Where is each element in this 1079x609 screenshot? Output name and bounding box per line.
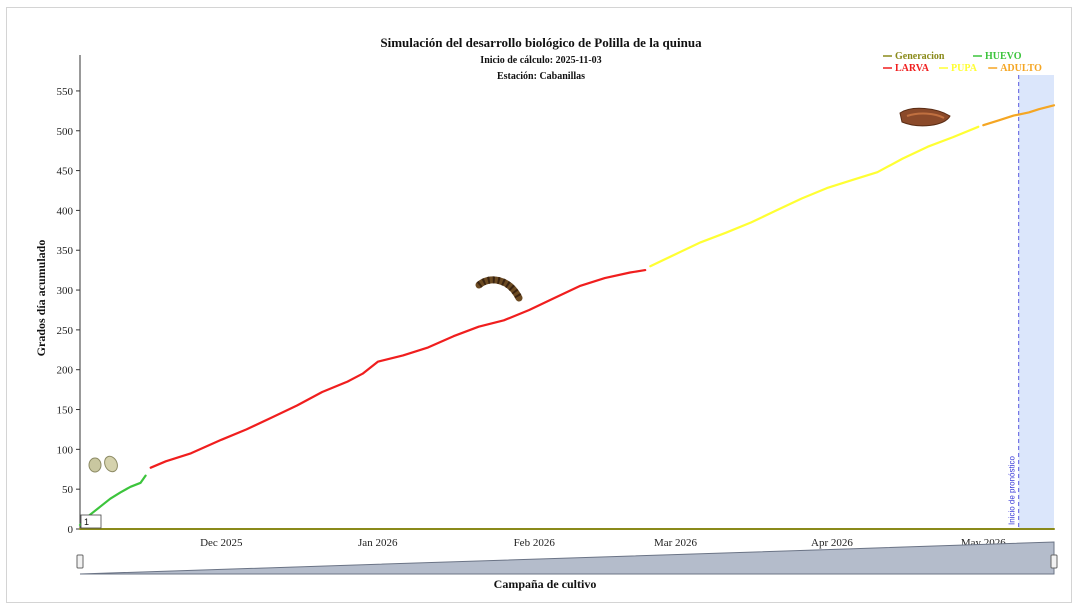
y-tick-label: 0 bbox=[68, 524, 74, 536]
series-layer bbox=[78, 104, 1056, 530]
axes-layer: 0 50 100 150 200 250 300 350 400 450 500 550 Dec 202… bbox=[57, 55, 1006, 549]
series-line-adulto bbox=[982, 104, 1056, 127]
x-tick-label: Mar 2026 bbox=[654, 537, 698, 549]
legend-label-huevo: HUEVO bbox=[985, 51, 1022, 62]
larva-icon bbox=[475, 276, 523, 302]
y-tick-label: 400 bbox=[57, 205, 74, 217]
chart-titles: Simulación del desarrollo biológico de P… bbox=[380, 35, 702, 82]
chart-title: Simulación del desarrollo biológico de P… bbox=[380, 35, 702, 50]
x-tick-label: Dec 2025 bbox=[200, 537, 243, 549]
y-tick-label: 50 bbox=[62, 484, 74, 496]
navigator-right-handle[interactable] bbox=[1050, 554, 1058, 569]
forecast-label: Inicio de pronóstico bbox=[1008, 456, 1017, 525]
chart-subtitle-station: Estación: Cabanillas bbox=[497, 71, 585, 82]
y-tick-label: 350 bbox=[57, 245, 74, 257]
y-tick-label: 150 bbox=[57, 405, 74, 417]
chart-frame: Simulación del desarrollo biológico de P… bbox=[6, 7, 1072, 603]
series-line-pupa bbox=[649, 125, 980, 268]
generation-value: 1 bbox=[84, 517, 89, 527]
y-tick-label: 450 bbox=[57, 166, 74, 178]
icons-layer bbox=[88, 107, 951, 473]
x-tick-label: Feb 2026 bbox=[514, 537, 556, 549]
adult-moth-icon bbox=[899, 107, 951, 127]
x-tick-label: Apr 2026 bbox=[811, 537, 853, 549]
y-tick-label: 550 bbox=[57, 86, 74, 98]
navigator-left-handle[interactable] bbox=[76, 554, 84, 569]
generation-box: 1 bbox=[80, 514, 102, 529]
navigator-area bbox=[79, 541, 1055, 575]
x-axis-label: Campaña de cultivo bbox=[494, 577, 597, 591]
y-tick-label: 500 bbox=[57, 126, 74, 138]
legend-label-larva: LARVA bbox=[895, 63, 930, 74]
y-tick-label: 100 bbox=[57, 444, 74, 456]
chart-svg: Simulación del desarrollo biológico de P… bbox=[34, 35, 1058, 591]
legend-label-adulto: ADULTO bbox=[1000, 63, 1042, 74]
range-navigator bbox=[76, 541, 1058, 575]
x-tick-label: Jan 2026 bbox=[358, 537, 398, 549]
egg-icon bbox=[88, 455, 118, 473]
y-axis-label: Grados día acumulado bbox=[34, 240, 48, 357]
series-line-larva bbox=[149, 269, 647, 469]
legend: Generacion HUEVO LARVA PUPA ADULTO bbox=[883, 51, 1042, 74]
y-tick-label: 300 bbox=[57, 285, 74, 297]
forecast-layer: Inicio de pronóstico bbox=[1008, 75, 1054, 529]
legend-label-pupa: PUPA bbox=[951, 63, 978, 74]
chart-subtitle-start: Inicio de cálculo: 2025-11-03 bbox=[480, 55, 601, 66]
forecast-band bbox=[1018, 75, 1054, 529]
series-line-huevo bbox=[78, 474, 147, 527]
y-tick-label: 200 bbox=[57, 365, 74, 377]
legend-label-generacion: Generacion bbox=[895, 51, 945, 62]
y-tick-label: 250 bbox=[57, 325, 74, 337]
